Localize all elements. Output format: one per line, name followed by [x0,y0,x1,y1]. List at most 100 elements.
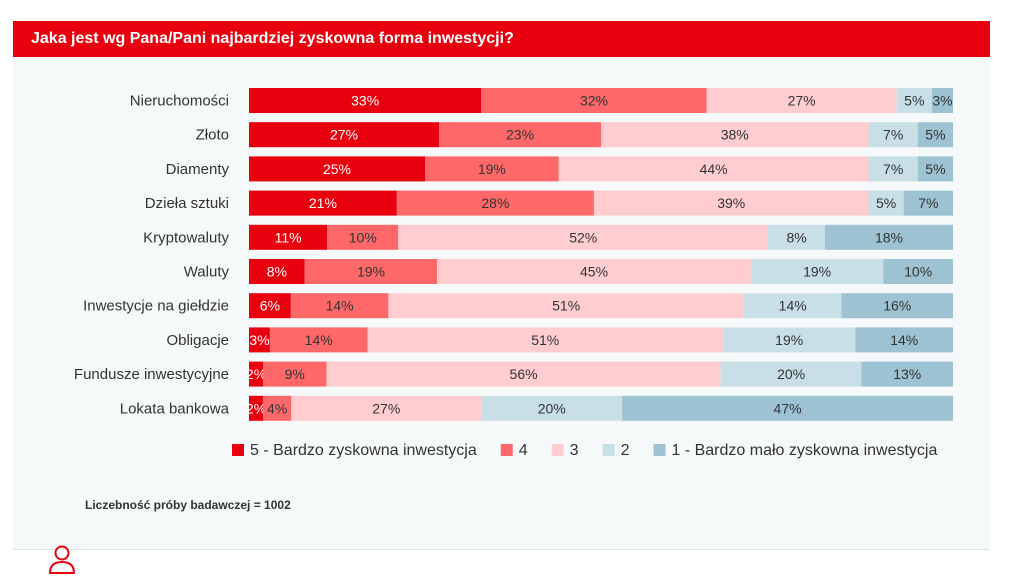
data-label: 52% [569,229,597,245]
bar-segment [263,395,292,421]
category-label: Inwestycje na giełdzie [83,298,229,315]
bar-segment [249,156,425,182]
bar-segment [481,88,707,113]
sample-size-note: Liczebność próby badawczej = 1002 [85,498,291,512]
bar-segment [722,327,856,353]
category-label: Obligacje [166,332,229,349]
bar-segment [622,395,953,421]
category-label: Fundusze inwestycyjne [74,366,229,383]
bar-segment [249,122,440,148]
data-label: 9% [285,366,305,382]
data-label: 10% [904,264,932,280]
legend-label: 1 - Bardzo mało zyskowna inwestycja [671,442,937,459]
data-label: 18% [875,229,903,245]
bar-segment [291,395,482,421]
category-label: Dzieła sztuki [145,195,229,212]
bar-segment [437,259,751,284]
bar-segment [290,293,389,319]
data-label: 6% [260,298,280,314]
bar-segment [720,361,862,387]
data-label: 8% [267,264,287,280]
data-label: 39% [717,195,745,211]
data-label: 19% [775,332,803,348]
data-label: 2% [246,366,266,382]
category-label: Kryptowaluty [143,229,229,246]
data-label: 23% [506,127,534,143]
bar-segment [439,122,601,148]
bar-segment [931,88,953,113]
bar-segment [768,224,825,250]
data-label: 5% [904,93,924,109]
data-label: 27% [372,400,400,416]
category-label: Waluty [184,264,230,281]
legend-swatch [500,444,513,456]
legend-label: 2 [621,442,630,459]
bar-segment [868,156,918,182]
data-label: 25% [323,161,351,177]
data-label: 8% [786,229,806,245]
bar-segment [388,293,744,319]
chart-title: Jaka jest wg Pana/Pani najbardziej zysko… [13,21,990,57]
bar-segment [367,327,723,353]
legend-swatch [602,444,615,456]
bar-segment [601,122,869,148]
data-label: 14% [890,332,918,348]
bar-segment [425,156,559,182]
bar-segment [327,224,399,250]
data-label: 14% [779,298,807,314]
bar-segment [868,190,904,216]
bar-segment [396,190,594,216]
data-label: 45% [580,264,608,280]
data-label: 7% [883,127,903,143]
bar-segment [269,327,368,353]
legend-label: 4 [519,442,528,459]
legend-label: 5 - Bardzo zyskowna inwestycja [250,442,477,459]
bar-segment [593,190,869,216]
category-label: Diamenty [166,161,230,178]
data-label: 3% [249,332,269,348]
data-label: 3% [932,93,952,109]
data-label: 44% [700,161,728,177]
bar-segment [249,259,305,284]
data-label: 7% [918,195,938,211]
data-label: 27% [788,93,816,109]
bar-segment [883,259,953,284]
bar-segment [855,327,953,353]
data-label: 4% [267,400,287,416]
bar-segment [861,361,953,387]
data-label: 56% [510,366,538,382]
data-label: 14% [305,332,333,348]
data-label: 10% [349,229,377,245]
data-label: 51% [531,332,559,348]
data-label: 21% [309,195,337,211]
data-label: 7% [883,161,903,177]
bar-segment [743,293,842,319]
legend-swatch [232,444,244,456]
data-label: 19% [803,264,831,280]
data-label: 19% [478,161,506,177]
data-label: 28% [481,195,509,211]
bar-segment [263,361,327,387]
data-label: 5% [876,195,896,211]
bar-segment [917,122,953,148]
bar-segment [481,395,623,421]
data-label: 47% [774,400,802,416]
data-label: 2% [246,400,266,416]
bar-segment [326,361,721,387]
data-label: 33% [351,93,379,109]
bar-segment [903,190,953,216]
bar-segment [249,224,328,250]
bar-segment [825,224,953,250]
data-label: 38% [721,127,749,143]
data-label: 13% [893,366,921,382]
data-label: 27% [330,127,358,143]
bar-segment [249,293,291,319]
data-label: 20% [538,400,566,416]
bar-segment [249,88,482,113]
data-label: 5% [925,127,945,143]
bar-segment [706,88,897,113]
legend-swatch [653,444,666,456]
legend-label: 3 [570,442,579,459]
data-label: 20% [777,366,805,382]
chart-panel: Nieruchomości 33% 32% 27% 5% 3% Złoto 27% 23% 38%… [13,57,990,574]
